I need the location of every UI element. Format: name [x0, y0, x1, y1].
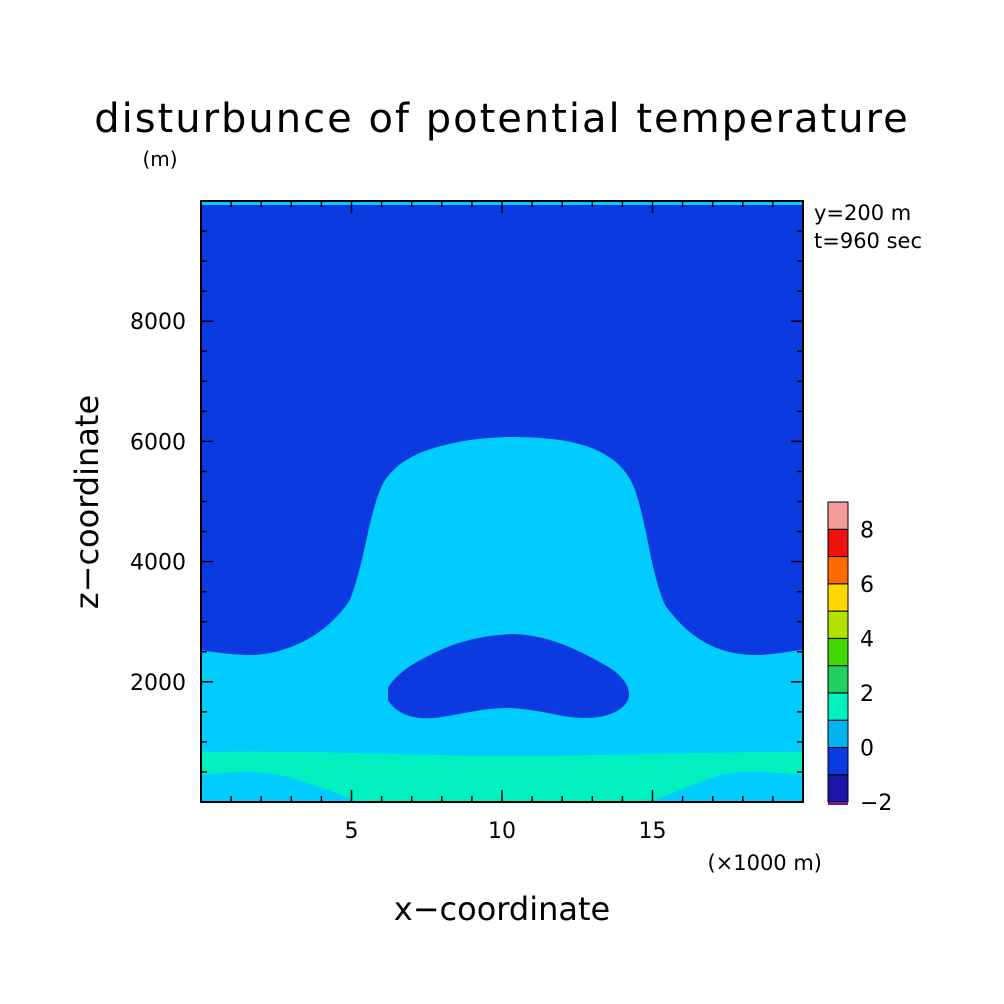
colorbar-swatch: [827, 746, 849, 776]
colorbar-swatch: [827, 528, 849, 558]
y-tick-label: 2000: [130, 671, 186, 696]
info-line-t: t=960 sec: [814, 229, 922, 253]
colorbar-swatch: [827, 774, 849, 803]
title-unit: (m): [142, 147, 177, 171]
contour-plot: [200, 200, 804, 803]
colorbar-swatch: [827, 583, 849, 612]
y-tick-labels: 2000 4000 6000 8000: [130, 310, 186, 696]
colorbar-swatch: [827, 637, 849, 667]
x-axis-label: x−coordinate: [394, 890, 610, 928]
y-tick-label: 4000: [130, 551, 186, 576]
colorbar-swatch: [827, 501, 849, 530]
colorbar-swatch: [827, 719, 849, 748]
contour-region-blue-main: [201, 212, 803, 656]
x-unit-label: (×1000 m): [707, 851, 822, 875]
info-line-y: y=200 m: [814, 201, 911, 225]
contour-region-teal-layer: [201, 751, 803, 802]
y-axis-label: z−coordinate: [68, 395, 106, 609]
colorbar: [827, 501, 849, 805]
colorbar-label: 2: [860, 682, 874, 707]
colorbar-label: 4: [860, 627, 874, 652]
x-tick-label: 15: [639, 819, 667, 844]
chart-title: disturbunce of potential temperature: [94, 96, 910, 142]
colorbar-label: 0: [860, 736, 874, 761]
colorbar-label: −2: [860, 791, 892, 816]
y-tick-label: 8000: [130, 310, 186, 335]
colorbar-swatch: [827, 665, 849, 694]
x-tick-label: 10: [488, 819, 516, 844]
axis-ticks: [201, 201, 803, 802]
colorbar-label: 6: [860, 573, 874, 598]
colorbar-label: 8: [860, 518, 874, 543]
colorbar-swatch: [827, 556, 849, 585]
y-tick-label: 6000: [130, 430, 186, 455]
colorbar-swatch: [827, 692, 849, 721]
colorbar-labels: −2 0 2 4 6 8: [860, 518, 892, 816]
x-tick-label: 5: [345, 819, 359, 844]
contour-region-blue-blob: [388, 634, 630, 719]
colorbar-below-swatch: [828, 802, 848, 805]
x-tick-labels: 5 10 15: [345, 819, 667, 844]
colorbar-swatch: [827, 610, 849, 639]
